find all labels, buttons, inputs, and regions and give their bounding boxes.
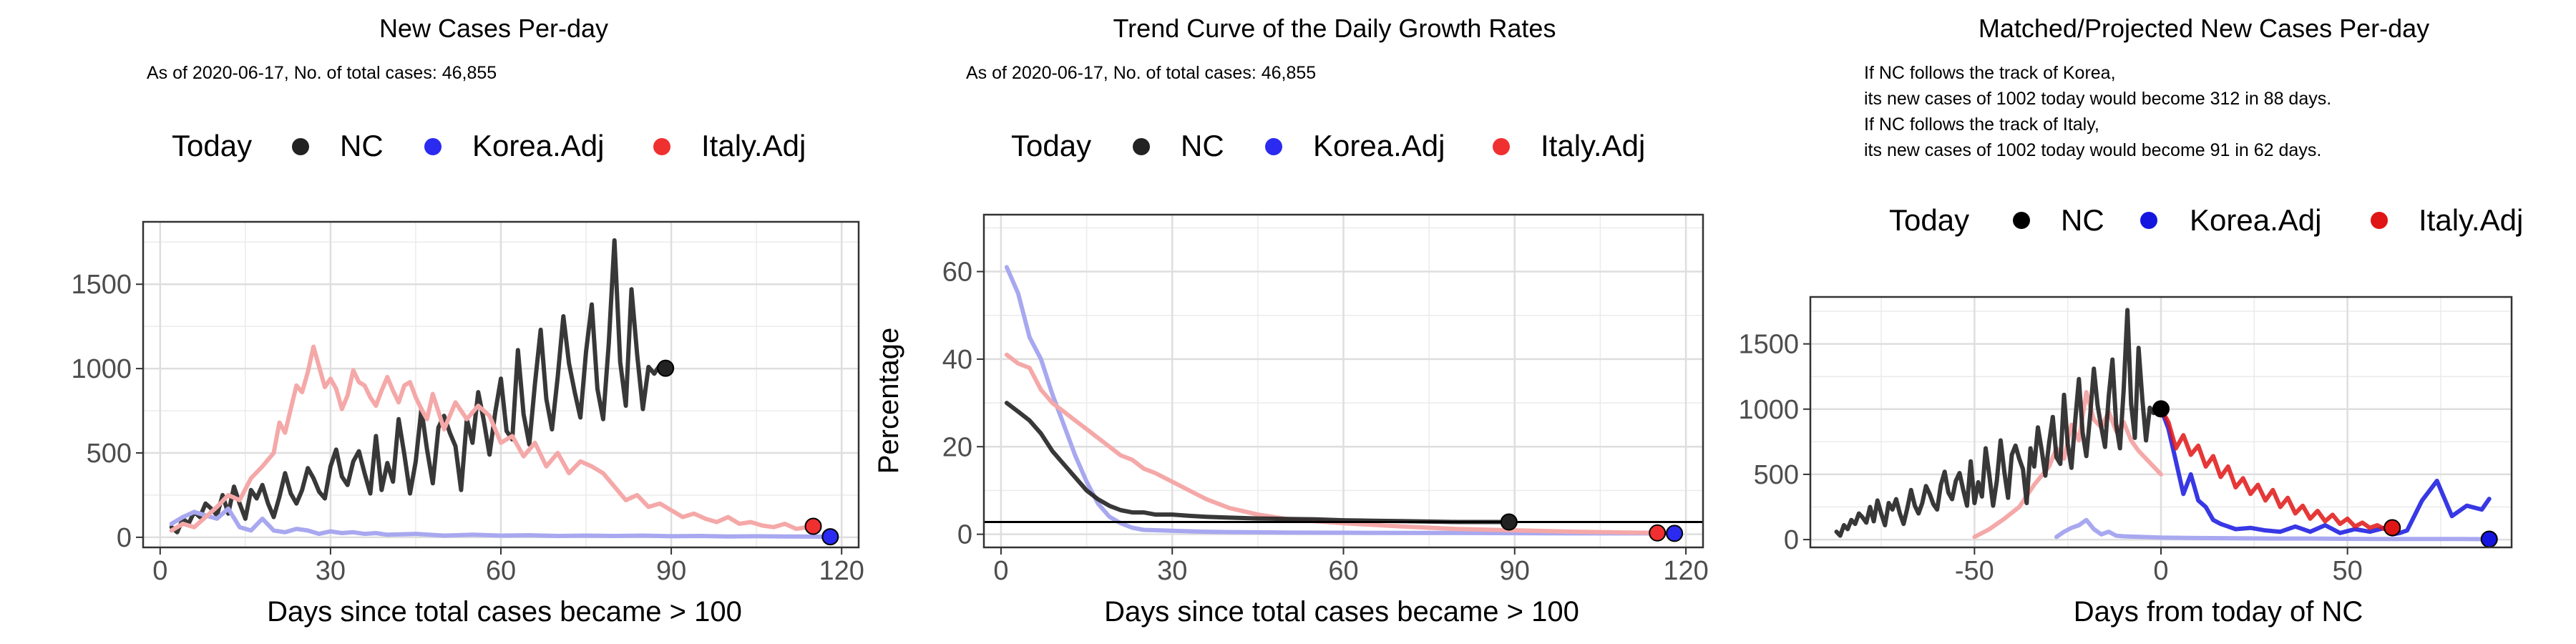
today-point-korea-adj — [821, 528, 839, 546]
today-point-italy-adj — [1649, 524, 1667, 542]
legend-key-korea — [1265, 138, 1282, 155]
y-tick-label: 1500 — [71, 270, 132, 300]
legend-key-nc — [292, 138, 309, 155]
y-tick-label: 0 — [1784, 525, 1799, 555]
y-tick-label: 0 — [957, 520, 972, 550]
panel-new-cases: New Cases Per-day As of 2020-06-17, No. … — [71, 14, 864, 628]
projection-note: its new cases of 1002 today would become… — [1864, 89, 2331, 109]
x-tick-label: 0 — [2153, 556, 2168, 586]
legend-label-nc: NC — [2061, 203, 2104, 237]
x-axis-label: Days from today of NC — [2074, 596, 2363, 628]
y-tick-label: 0 — [117, 523, 132, 553]
series-line-nc — [169, 238, 668, 535]
projection-note: If NC follows the track of Italy, — [1864, 114, 2099, 135]
x-tick-label: 60 — [1328, 556, 1358, 586]
x-tick-label: 120 — [819, 556, 864, 586]
legend-key-nc — [1133, 138, 1150, 155]
chart-subtitle: As of 2020-06-17, No. of total cases: 46… — [966, 63, 1316, 83]
y-tick-label: 1000 — [1738, 395, 1799, 425]
chart-title: Matched/Projected New Cases Per-day — [1979, 14, 2429, 43]
y-tick-label: 1500 — [1738, 330, 1799, 360]
x-tick-label: 0 — [152, 556, 167, 586]
y-tick-label: 20 — [942, 432, 972, 462]
series-line-korea-adj — [2054, 517, 2492, 542]
today-point-korea-adj — [1666, 525, 1684, 542]
projection-note: its new cases of 1002 today would become… — [1864, 140, 2321, 160]
today-point-nc — [657, 359, 675, 377]
legend-label-nc: NC — [340, 129, 384, 162]
x-tick-label: 120 — [1663, 556, 1708, 586]
today-point-nc — [2152, 400, 2170, 418]
series-line-korea-adj-projected — [2159, 406, 2492, 537]
series-line-korea-adj — [169, 506, 833, 540]
plot-area: 0 30 60 90 120 0 20 40 60 — [942, 213, 1709, 586]
today-point-italy-adj — [804, 517, 822, 535]
series-line-italy-adj-projected — [2159, 406, 2395, 532]
y-tick-label: 40 — [942, 345, 972, 375]
chart-title: Trend Curve of the Daily Growth Rates — [1113, 14, 1556, 43]
today-point-nc — [1500, 513, 1518, 531]
projection-note: If NC follows the track of Korea, — [1864, 63, 2116, 83]
plot-border — [142, 220, 860, 549]
legend-label-italy: Italy.Adj — [701, 129, 806, 162]
x-axis-label: Days since total cases became > 100 — [1104, 596, 1579, 628]
y-axis-label: Percentage — [873, 328, 904, 474]
series-line-nc — [1834, 308, 2163, 538]
legend-title: Today — [1011, 129, 1091, 162]
x-tick-label: 50 — [2332, 556, 2362, 586]
today-point-italy-adj — [2384, 519, 2401, 537]
x-tick-label: 90 — [1500, 556, 1530, 586]
legend-title: Today — [1889, 203, 1969, 237]
series-line-korea-adj — [1004, 265, 1677, 536]
plot-area: 0 30 60 90 120 0 500 1000 1500 — [71, 220, 864, 586]
x-tick-label: 0 — [993, 556, 1008, 586]
x-tick-label: 90 — [656, 556, 686, 586]
legend-key-korea — [2140, 212, 2157, 229]
legend-label-italy: Italy.Adj — [2419, 203, 2523, 237]
x-tick-label: 30 — [1157, 556, 1187, 586]
chart-title: New Cases Per-day — [379, 14, 608, 43]
legend-key-italy — [653, 138, 670, 155]
x-axis-label: Days since total cases became > 100 — [267, 596, 742, 628]
today-point-korea-adj — [2480, 530, 2498, 548]
legend-label-korea: Korea.Adj — [472, 129, 604, 162]
x-tick-label: 30 — [316, 556, 346, 586]
legend-title: Today — [172, 129, 252, 162]
legend-key-italy — [2371, 212, 2388, 229]
panel-growth-rates: Trend Curve of the Daily Growth Rates As… — [873, 14, 1709, 628]
legend-label-nc: NC — [1181, 129, 1224, 162]
legend-label-korea: Korea.Adj — [1313, 129, 1445, 162]
x-tick-label: 60 — [486, 556, 516, 586]
series-line-nc — [1004, 401, 1511, 525]
y-tick-label: 500 — [1754, 460, 1799, 490]
panel-projected-cases: Matched/Projected New Cases Per-day If N… — [1738, 14, 2523, 628]
legend-label-italy: Italy.Adj — [1541, 129, 1645, 162]
y-tick-label: 500 — [87, 439, 132, 469]
legend-key-nc — [2013, 212, 2030, 229]
legend-key-korea — [424, 138, 441, 155]
series-line-italy-adj — [1004, 352, 1660, 535]
series-line-italy-adj — [169, 344, 821, 533]
y-tick-label: 60 — [942, 258, 972, 288]
legend-label-korea: Korea.Adj — [2190, 203, 2321, 237]
legend-key-italy — [1493, 138, 1510, 155]
plot-border — [982, 213, 1704, 549]
plot-border — [1809, 296, 2513, 549]
y-tick-label: 1000 — [71, 354, 132, 384]
chart-subtitle: As of 2020-06-17, No. of total cases: 46… — [147, 63, 497, 83]
x-tick-label: -50 — [1955, 556, 1994, 586]
